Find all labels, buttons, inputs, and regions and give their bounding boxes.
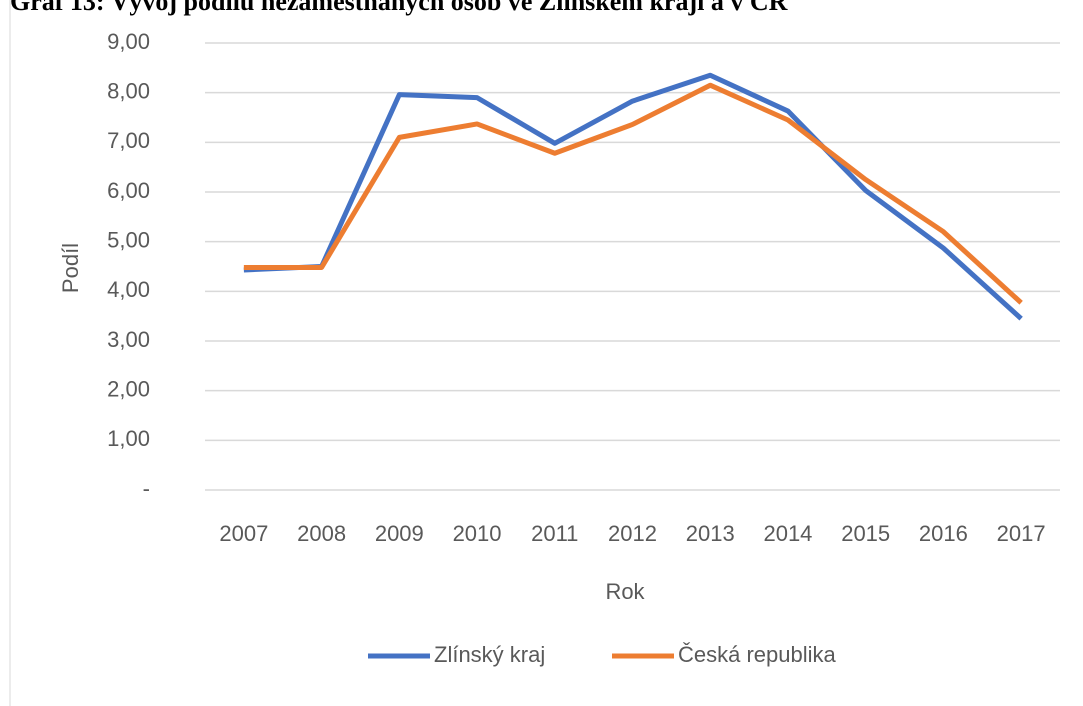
y-tick-label: 3,00 <box>107 327 150 352</box>
line-series <box>243 82 1023 305</box>
y-tick-label: 6,00 <box>107 178 150 203</box>
x-tick-label: 2017 <box>997 521 1046 546</box>
x-tick-label: 2015 <box>841 521 890 546</box>
y-tick-label: 9,00 <box>107 29 150 54</box>
chart-border <box>9 0 11 706</box>
y-axis-title: Podíl <box>58 243 83 293</box>
x-tick-label: 2007 <box>219 521 268 546</box>
y-tick-label: 5,00 <box>107 227 150 252</box>
y-tick-label: 8,00 <box>107 78 150 103</box>
y-tick-label: 7,00 <box>107 128 150 153</box>
x-tick-label: 2008 <box>297 521 346 546</box>
x-tick-label: 2009 <box>375 521 424 546</box>
x-tick-label: 2016 <box>919 521 968 546</box>
y-tick-label: 2,00 <box>107 376 150 401</box>
y-tick-label: 1,00 <box>107 426 150 451</box>
x-tick-label: 2011 <box>531 521 578 546</box>
y-tick-label: 4,00 <box>107 277 150 302</box>
x-tick-label: 2013 <box>686 521 735 546</box>
x-tick-label: 2014 <box>763 521 812 546</box>
x-axis-title: Rok <box>605 579 645 604</box>
legend-label: Zlínský kraj <box>434 642 545 667</box>
x-tick-label: 2012 <box>608 521 657 546</box>
chart-title: Graf 13: Vývoj podílu nezaměstnaných oso… <box>10 0 788 16</box>
legend-label: Česká republika <box>678 642 837 667</box>
line-series <box>243 72 1023 321</box>
x-tick-label: 2010 <box>453 521 502 546</box>
y-tick-label: - <box>143 476 150 501</box>
